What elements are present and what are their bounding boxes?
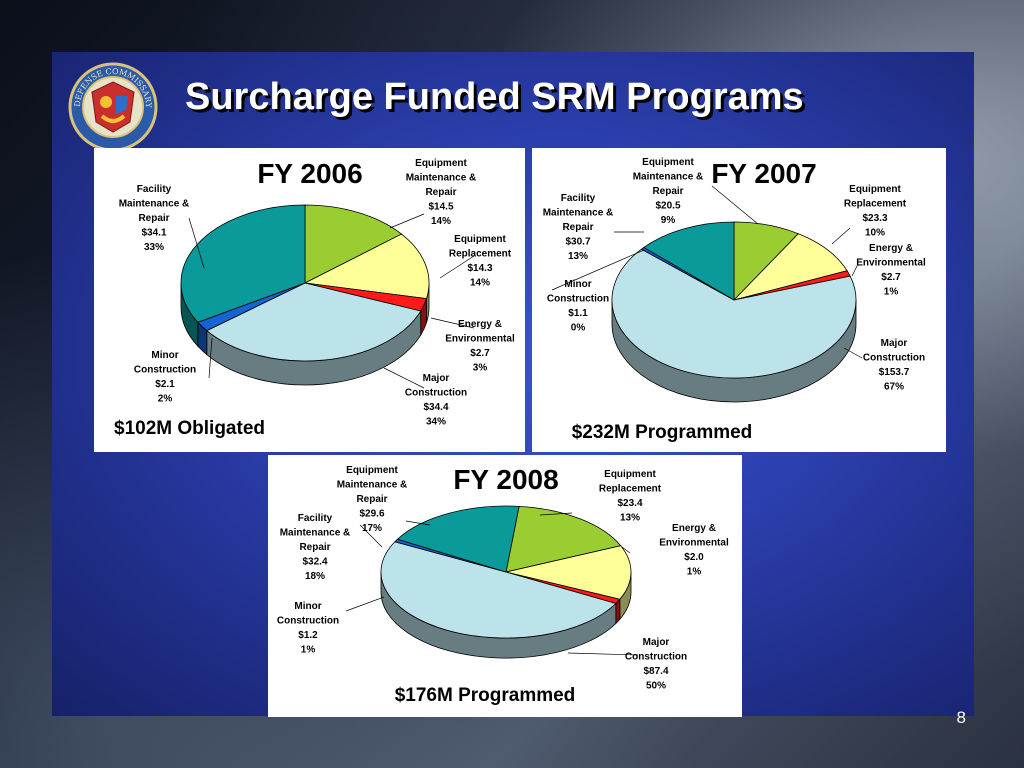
data-label-minor_construction: Minor Construction $1.2 1% [277,601,339,656]
pie-slice-equipment_maintenance [505,505,622,573]
pie-chart-2: Equipment Maintenance & Repair $29.6 17% Equi… [277,464,729,706]
leader-line-energy_environmental [430,317,475,329]
leader-line-minor_construction [208,337,213,379]
leader-line-major_construction [843,347,863,359]
leader-line-facility_maintenance [359,524,383,548]
chart-total-note: $232M Programmed [572,422,753,443]
data-label-minor_construction: Minor Construction $2.1 2% [134,350,196,405]
slide-title: Surcharge Funded SRM Programs [185,76,804,118]
pie-slice-facility_maintenance [643,221,735,301]
pie-slice-major_construction [380,541,617,639]
chart-card-fy2008: Equipment Maintenance & Repair $29.6 17% Equi… [268,455,742,717]
data-label-equipment_replacement: Equipment Replacement $23.3 10% [844,184,907,239]
page-number: 8 [956,708,966,727]
pie-side-walls [180,282,430,386]
pie-slice-facility_maintenance [180,204,306,323]
pie-slice-equipment_replacement [505,545,632,600]
leader-line-equipment_maintenance [405,520,431,526]
leader-line-equipment_replacement [831,227,851,245]
chart-title: FY 2006 [257,158,362,189]
leader-line-energy_environmental [621,546,631,554]
pie-slice-major_construction [206,282,422,362]
pie-slice-equipment_replacement [732,233,848,301]
leader-line-major_construction [567,652,639,656]
data-label-equipment_maintenance: Equipment Maintenance & Repair $29.6 17% [337,465,408,534]
data-label-equipment_maintenance: Equipment Maintenance & Repair $20.5 9% [633,157,704,226]
leader-line-equipment_replacement [539,512,573,516]
leader-line-facility_maintenance [188,217,205,269]
chart-card-fy2007: Equipment Maintenance & Repair $20.5 9% Equip… [532,148,946,452]
pie-slice-facility_maintenance [396,505,520,573]
leader-line-major_construction [383,367,425,389]
data-label-facility_maintenance: Facility Maintenance & Repair $32.4 18% [280,513,351,582]
data-label-minor_construction: Minor Construction $1.1 0% [547,279,609,334]
pie-slice-equipment_maintenance [304,204,403,284]
data-label-equipment_maintenance: Equipment Maintenance & Repair $14.5 14% [406,158,477,227]
pie-slice-equipment_replacement [303,233,430,300]
pie-chart-0: Equipment Maintenance & Repair $14.5 14% Equi… [114,158,515,439]
data-label-facility_maintenance: Facility Maintenance & Repair $34.1 33% [119,184,190,253]
pie-slice-major_construction [611,248,857,379]
data-label-major_construction: Major Construction $34.4 34% [405,373,467,428]
leader-line-minor_construction [345,596,385,612]
leader-line-equipment_maintenance [711,185,759,225]
data-label-equipment_replacement: Equipment Replacement $23.4 13% [599,469,662,524]
chart-title: FY 2008 [453,464,558,495]
leader-line-equipment_maintenance [389,213,425,229]
data-label-energy_environmental: Energy & Environmental $2.7 3% [445,319,515,374]
pie-chart-1: Equipment Maintenance & Repair $20.5 9% Equip… [543,157,926,443]
data-label-energy_environmental: Energy & Environmental $2.7 1% [856,243,926,298]
data-label-equipment_replacement: Equipment Replacement $14.3 14% [449,234,512,289]
leader-line-equipment_replacement [439,255,475,279]
data-label-facility_maintenance: Facility Maintenance & Repair $30.7 13% [543,193,614,262]
data-label-energy_environmental: Energy & Environmental $2.0 1% [659,523,729,578]
data-label-major_construction: Major Construction $87.4 50% [625,637,687,692]
chart-card-fy2006: Equipment Maintenance & Repair $14.5 14% Equi… [94,148,525,452]
agency-seal-icon: DEFENSE COMMISSARY AGENCY [64,55,158,152]
leader-line-minor_construction [551,249,645,291]
chart-total-note: $102M Obligated [114,418,265,439]
agency-seal: DEFENSE COMMISSARY AGENCY [64,55,158,152]
chart-total-note: $176M Programmed [395,685,576,706]
data-label-major_construction: Major Construction $153.7 67% [863,338,925,393]
leader-line-energy_environmental [851,263,859,277]
chart-title: FY 2007 [711,158,816,189]
